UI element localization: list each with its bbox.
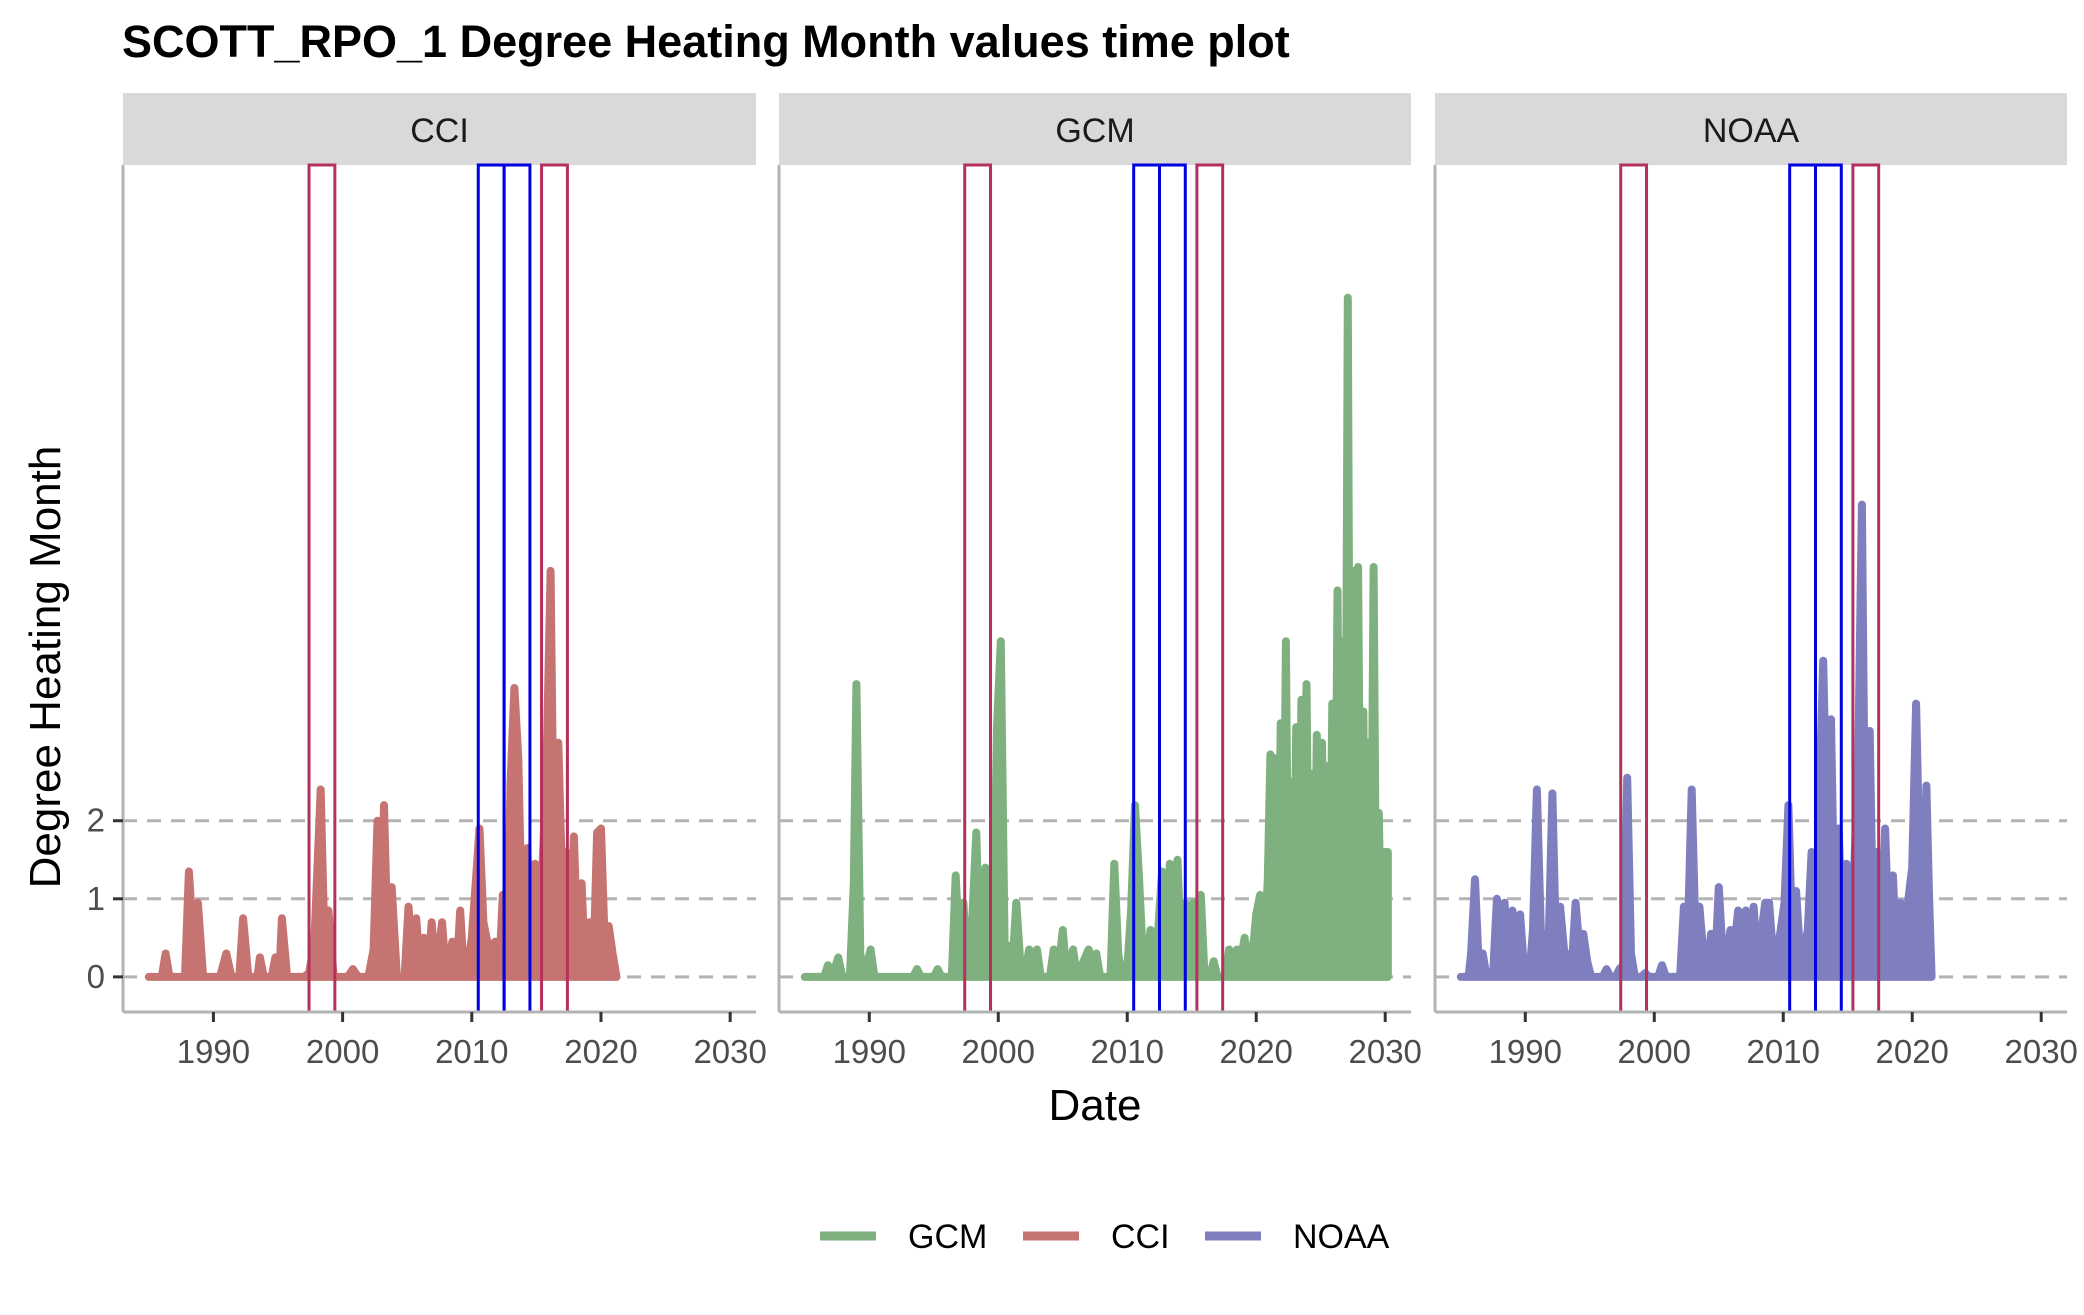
x-tick-label: 2000 (1618, 1033, 1691, 1070)
facet-label: GCM (1055, 112, 1134, 150)
x-tick-label: 1990 (1489, 1033, 1562, 1070)
x-tick-label: 2030 (2004, 1033, 2077, 1070)
x-tick-label: 2010 (1747, 1033, 1820, 1070)
x-tick-label: 2020 (564, 1033, 637, 1070)
series-area-cci (144, 566, 621, 981)
facet-strip (123, 93, 756, 165)
y-tick-label: 0 (87, 958, 105, 995)
x-tick-label: 2010 (1091, 1033, 1164, 1070)
y-tick-label: 2 (87, 802, 105, 839)
x-tick-label: 2030 (1348, 1033, 1421, 1070)
x-tick-label: 2020 (1220, 1033, 1293, 1070)
x-tick-label: 2010 (435, 1033, 508, 1070)
legend-label-cci: CCI (1111, 1218, 1170, 1256)
series-area-gcm (800, 293, 1392, 981)
facet-label: NOAA (1703, 112, 1800, 150)
series-area-noaa (1456, 500, 1936, 981)
y-tick-label: 1 (87, 880, 105, 917)
y-axis-title: Degree Heating Month (21, 446, 70, 889)
legend: GCM CCI NOAA (820, 1218, 1390, 1256)
facet-strip (1435, 93, 2067, 165)
panel-noaa: NOAA 1990 2000 2010 2020 2030 (1433, 93, 2078, 1070)
legend-label-gcm: GCM (908, 1218, 987, 1256)
facet-label: CCI (410, 112, 469, 150)
x-axis-title: Date (1049, 1081, 1142, 1130)
x-tick-label: 1990 (833, 1033, 906, 1070)
x-tick-label: 2030 (693, 1033, 766, 1070)
panel-gcm: GCM 1990 2000 2010 2020 2030 (777, 93, 1422, 1070)
x-tick-label: 2020 (1876, 1033, 1949, 1070)
x-tick-label: 1990 (177, 1033, 250, 1070)
x-tick-label: 2000 (306, 1033, 379, 1070)
chart-title: SCOTT_RPO_1 Degree Heating Month values … (122, 16, 1290, 67)
legend-label-noaa: NOAA (1293, 1218, 1390, 1256)
panel-cci: CCI 1990 2000 2010 2020 2030 0 1 2 (87, 93, 767, 1070)
x-tick-label: 2000 (962, 1033, 1035, 1070)
facet-strip (779, 93, 1411, 165)
